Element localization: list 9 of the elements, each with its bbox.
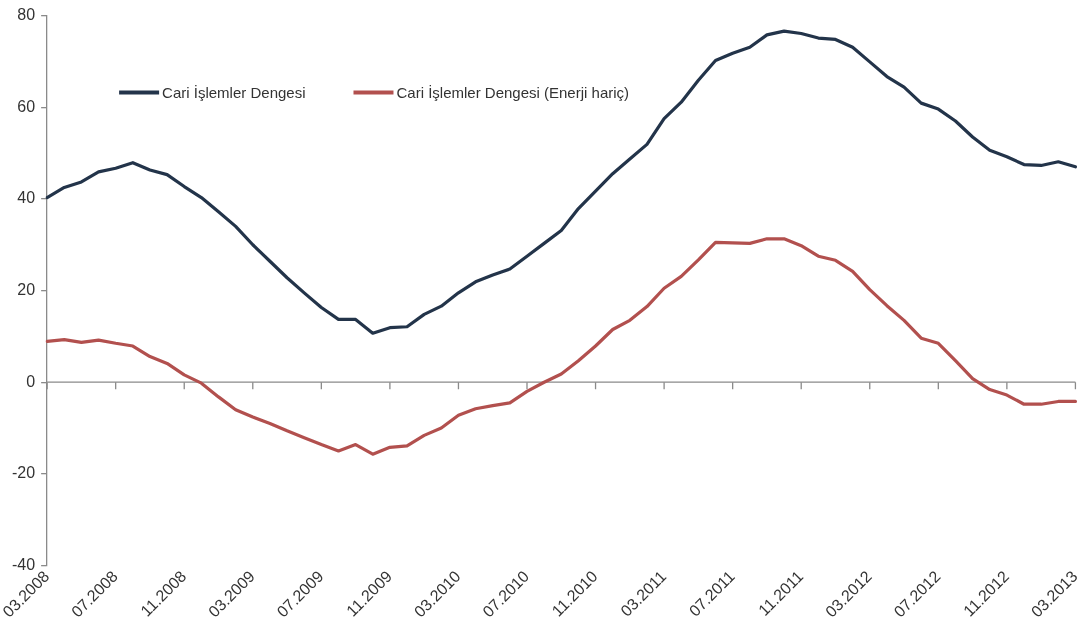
y-tick-label: -20 bbox=[12, 464, 36, 482]
y-tick-label: 0 bbox=[26, 372, 36, 390]
y-tick-label: 80 bbox=[17, 6, 36, 24]
y-tick-label: -40 bbox=[12, 555, 36, 573]
legend-label: Cari İşlemler Dengesi (Enerji hariç) bbox=[396, 83, 630, 101]
y-tick-label: 60 bbox=[17, 97, 36, 115]
y-tick-label: 40 bbox=[17, 189, 36, 207]
legend-label: Cari İşlemler Dengesi bbox=[162, 83, 306, 101]
y-tick-label: 20 bbox=[17, 280, 36, 298]
